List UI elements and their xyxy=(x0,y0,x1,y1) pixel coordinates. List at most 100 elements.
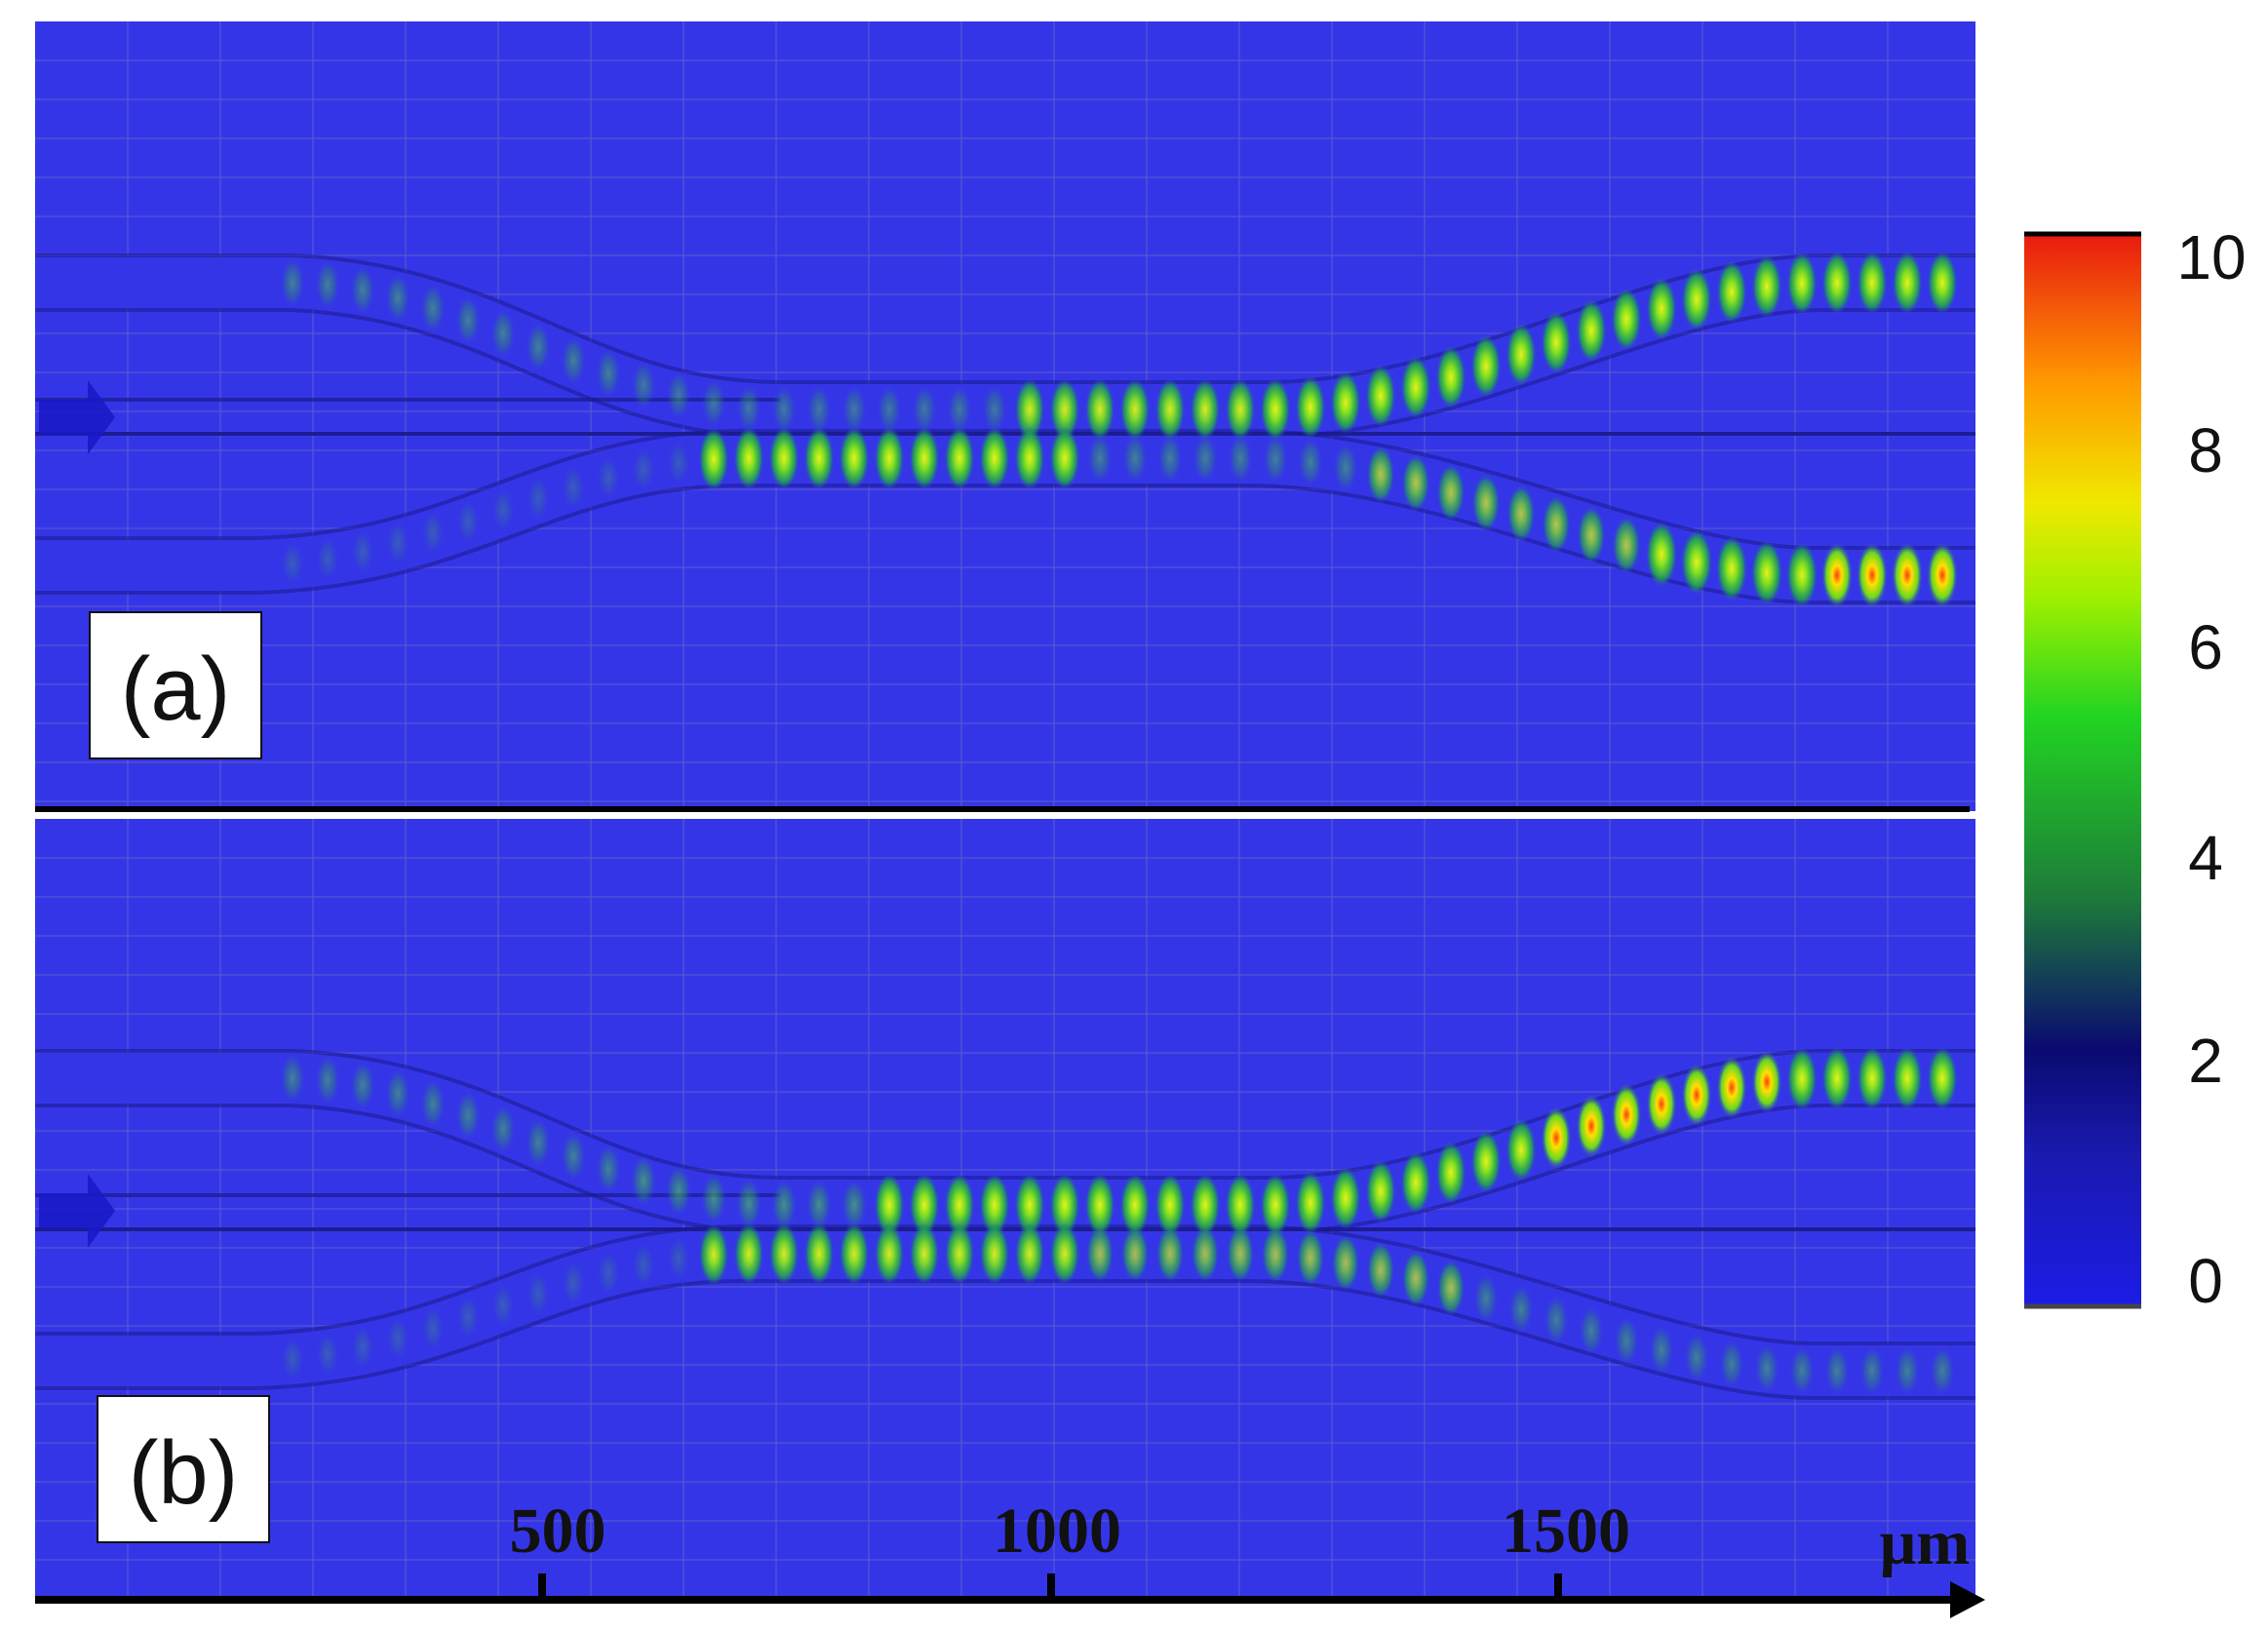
field-spot xyxy=(1365,1159,1396,1223)
field-spot xyxy=(1155,378,1185,441)
field-spot xyxy=(1508,1283,1534,1336)
field-spot xyxy=(1719,1338,1744,1390)
field-spot xyxy=(841,1178,868,1232)
colorbar-tick-4: 4 xyxy=(2188,823,2223,893)
field-spot xyxy=(562,1260,585,1306)
field-spot xyxy=(1193,432,1218,485)
field-spot xyxy=(1857,1046,1888,1110)
field-spot xyxy=(351,528,374,575)
field-spot xyxy=(316,535,339,582)
field-spot xyxy=(665,1164,692,1218)
field-spot xyxy=(1049,1173,1080,1237)
field-spot xyxy=(1435,1141,1466,1205)
field-spot xyxy=(804,1222,834,1285)
field-spot xyxy=(1119,1173,1151,1237)
field-spot xyxy=(596,1143,621,1195)
field-spot xyxy=(455,294,481,346)
field-spot xyxy=(1015,378,1044,441)
field-spot xyxy=(1298,436,1323,488)
field-spot xyxy=(351,1324,374,1371)
field-spot xyxy=(1087,432,1113,485)
field-spot xyxy=(1260,377,1291,442)
input-arrow-icon xyxy=(39,380,115,454)
field-spot xyxy=(281,1336,304,1382)
field-spot xyxy=(1332,1234,1359,1292)
field-spot xyxy=(1437,1260,1465,1316)
field-spot xyxy=(1576,298,1607,363)
field-spot xyxy=(1470,1130,1502,1193)
panel-a-field-intensity xyxy=(280,251,1958,608)
field-spot xyxy=(1049,426,1080,490)
field-spot xyxy=(1646,277,1677,340)
field-spot xyxy=(1578,506,1605,564)
field-spot xyxy=(1613,517,1640,574)
field-spot xyxy=(490,1103,516,1155)
field-spot xyxy=(1786,252,1818,315)
field-spot xyxy=(874,1173,905,1237)
colorbar-tick-2: 2 xyxy=(2188,1026,2223,1096)
field-spot xyxy=(667,440,690,486)
field-spot xyxy=(770,1178,798,1232)
field-spot xyxy=(841,384,867,435)
field-spot xyxy=(699,1223,728,1286)
field-spot xyxy=(491,486,515,533)
field-spot xyxy=(1014,1173,1045,1237)
field-spot xyxy=(701,377,726,429)
field-spot xyxy=(1086,1225,1114,1282)
field-spot xyxy=(316,1331,339,1378)
field-spot xyxy=(1507,485,1535,543)
field-spot xyxy=(736,382,762,434)
field-spot xyxy=(597,1250,620,1297)
axis-tick-label-500: 500 xyxy=(510,1495,606,1567)
panel-b-label: (b) xyxy=(129,1423,238,1523)
field-spot xyxy=(561,334,586,386)
field-spot xyxy=(944,426,975,490)
field-spot xyxy=(1154,1173,1186,1237)
field-spot xyxy=(805,1178,833,1232)
field-spot xyxy=(1716,260,1747,324)
field-spot xyxy=(385,272,411,324)
field-spot xyxy=(1681,268,1712,331)
field-spot xyxy=(912,384,937,435)
field-spot xyxy=(1541,311,1572,374)
panel-b-field-intensity xyxy=(280,1046,1958,1397)
field-spot xyxy=(350,264,375,316)
field-spot xyxy=(1754,1342,1779,1394)
field-spot xyxy=(1892,542,1923,608)
field-spot xyxy=(1786,1047,1818,1110)
field-spot xyxy=(1684,1332,1709,1383)
field-spot xyxy=(1681,529,1712,596)
field-spot xyxy=(874,426,905,490)
field-spot xyxy=(455,1090,481,1142)
field-spot xyxy=(1156,1225,1184,1282)
field-spot xyxy=(944,1173,975,1237)
field-spot xyxy=(979,1173,1010,1237)
field-spot xyxy=(839,426,870,490)
field-spot xyxy=(1157,432,1183,485)
field-spot xyxy=(1228,432,1253,485)
field-spot xyxy=(1260,1173,1291,1237)
field-spot xyxy=(527,476,550,522)
field-spot xyxy=(980,1222,1009,1285)
field-spot xyxy=(1122,432,1148,485)
field-spot xyxy=(1084,1173,1115,1237)
field-spot xyxy=(1050,1222,1079,1285)
field-spot xyxy=(632,1242,655,1288)
field-spot xyxy=(315,1054,340,1106)
field-spot xyxy=(1263,433,1288,485)
field-spot xyxy=(421,510,445,556)
field-spot xyxy=(1751,1050,1782,1113)
field-spot xyxy=(386,1315,410,1361)
field-spot xyxy=(1927,1046,1958,1110)
field-spot xyxy=(1015,1222,1044,1285)
field-spot xyxy=(698,427,729,491)
field-spot xyxy=(1085,378,1114,441)
field-spot xyxy=(632,446,655,492)
field-spot xyxy=(769,1222,799,1285)
field-spot xyxy=(771,384,797,435)
field-spot xyxy=(666,369,691,421)
field-spot xyxy=(910,1222,939,1285)
field-spot xyxy=(1225,1173,1256,1237)
colorbar-tick-10: 10 xyxy=(2176,222,2246,292)
field-spot xyxy=(1859,1344,1885,1397)
